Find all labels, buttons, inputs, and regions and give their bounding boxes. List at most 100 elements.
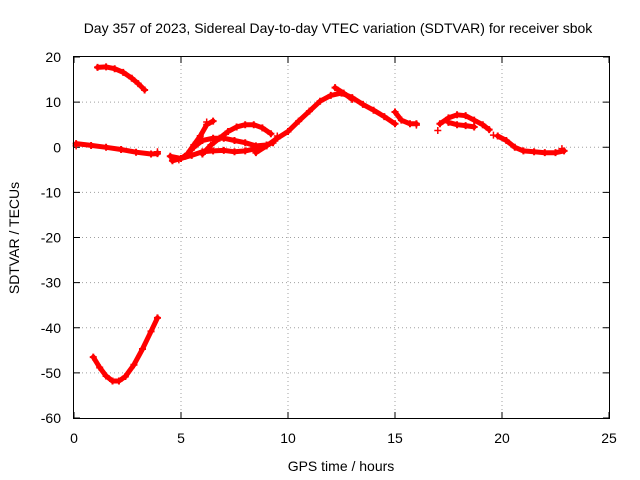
data-point [147,150,155,158]
y-tick-label: 20 [45,49,61,65]
data-point [397,116,405,124]
data-point [470,123,478,131]
series-arc-c [182,135,276,159]
data-point [141,86,149,94]
data-point [470,116,478,124]
data-point [453,111,461,119]
data-point [267,130,275,138]
data-point [190,143,198,151]
data-point [203,118,211,126]
x-tick-label: 10 [280,430,296,446]
data-point [485,126,493,134]
data-point [89,353,97,361]
data-point [111,65,119,73]
x-tick-label: 20 [494,430,510,446]
data-point [96,363,104,371]
data-point [316,97,324,105]
data-point [207,141,215,149]
data-point [175,156,183,164]
grid-layer [74,57,609,418]
y-tick-label: -60 [41,410,61,426]
data-point [138,345,146,353]
data-point [436,120,444,128]
data-point [241,147,249,155]
data-point [348,95,356,103]
x-tick-label: 0 [70,430,78,446]
x-tick-label: 25 [601,430,617,446]
series-arc-e [253,129,291,156]
data-point [216,134,224,142]
data-point [327,91,335,99]
data-point [489,131,497,139]
data-point [115,377,123,385]
data-point [406,120,414,128]
data-point [109,377,117,385]
y-axis-label: SDTVAR / TECUs [6,182,22,294]
data-point [252,142,260,150]
data-point [233,123,241,131]
data-point [166,152,174,160]
data-point [494,132,502,140]
data-point [130,361,138,369]
x-axis-label: GPS time / hours [288,458,395,474]
data-point [453,121,461,129]
x-tick-label: 5 [177,430,185,446]
plot-frame [73,56,610,419]
data-point [224,127,232,135]
data-point [153,148,161,156]
data-point [231,136,238,144]
data-point [87,141,95,149]
y-tick-label: -40 [41,320,61,336]
x-tick-label: 15 [387,430,403,446]
data-point [147,327,155,335]
data-point [134,80,142,88]
y-tick-label: -50 [41,365,61,381]
y-tick-label: -30 [41,275,61,291]
y-tick-label: -10 [41,184,61,200]
y-tick-label: 0 [53,139,61,155]
series-layer [72,63,568,385]
label-layer: 0 5 10 15 20 25 -60 -50 -40 -30 -20 -10 0 10 20 [41,49,617,446]
data-point [209,147,217,155]
data-point [479,121,487,129]
data-point [119,68,127,76]
series-arc-i [446,119,477,130]
data-point [252,149,260,157]
data-point [94,63,102,71]
data-point [153,314,161,322]
data-point [102,63,110,71]
y-tick-label: -20 [41,230,61,246]
data-point [117,146,125,154]
data-point [121,372,129,380]
series-arc-main [285,90,398,134]
data-point [462,112,470,120]
data-point [102,372,110,380]
data-point [258,124,266,132]
data-point [241,121,249,129]
data-point [502,136,510,144]
data-point [196,132,204,140]
data-point [412,121,420,129]
data-point [198,136,206,144]
data-point [530,148,538,156]
data-point [250,121,258,129]
data-point [231,148,238,156]
data-point [241,139,249,147]
data-point [102,143,110,151]
data-point [434,127,442,135]
data-point [198,150,206,158]
series-arc-bottom-left [90,315,160,384]
data-point [220,146,228,154]
data-point [370,106,378,114]
data-point [284,127,292,135]
data-point [209,117,217,125]
data-point [263,142,271,150]
series-arc-g [392,109,419,127]
data-point [295,117,303,125]
data-point [340,89,348,97]
data-point [391,120,399,128]
data-point [558,145,566,153]
data-point [519,147,527,155]
data-point [541,149,549,157]
